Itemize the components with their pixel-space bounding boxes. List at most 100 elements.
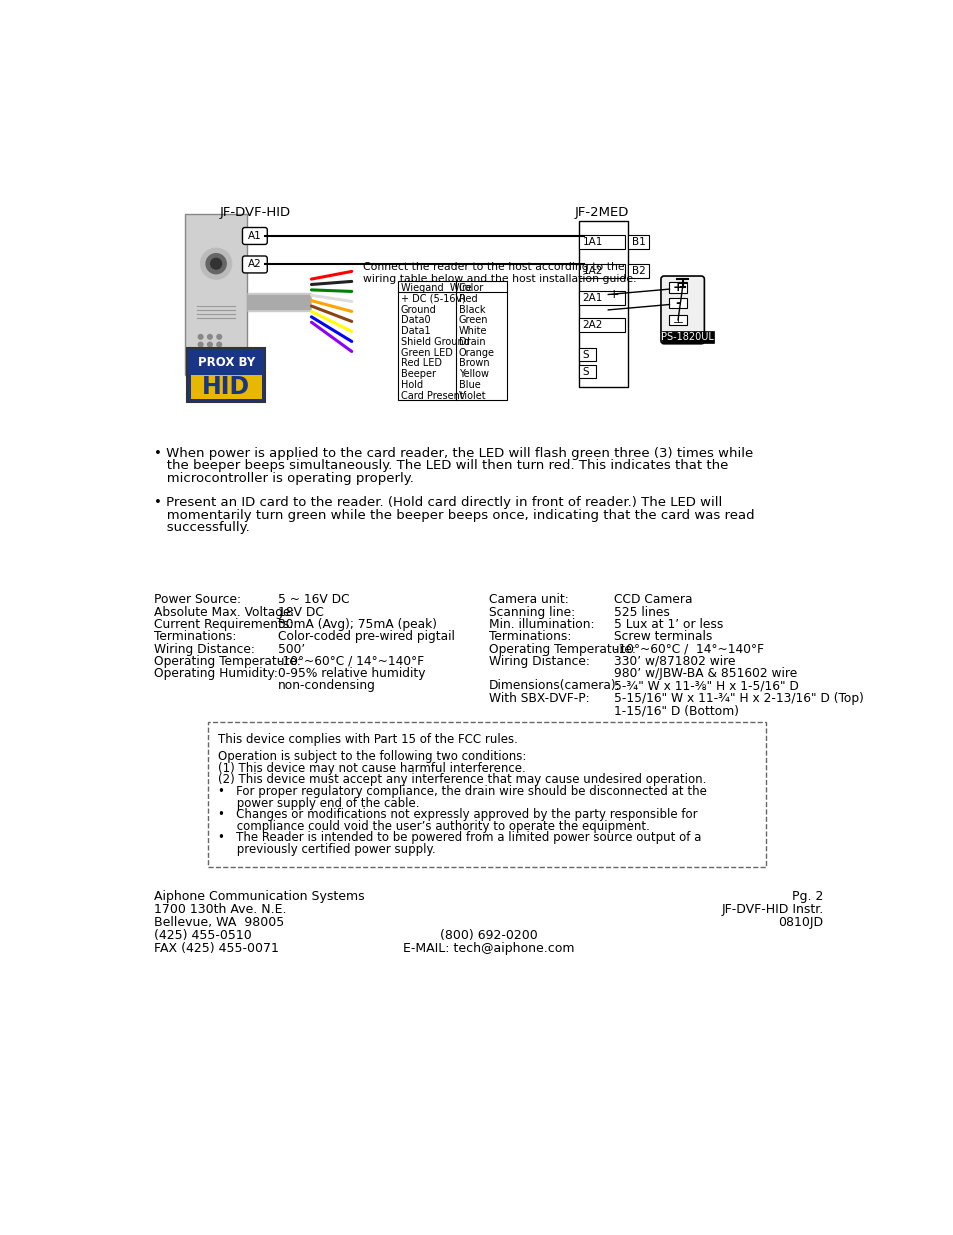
Text: (425) 455-0510: (425) 455-0510 <box>154 929 252 942</box>
Text: Data0: Data0 <box>400 315 430 325</box>
Text: Beeper: Beeper <box>400 369 436 379</box>
Bar <box>661 331 713 343</box>
Text: S: S <box>582 367 589 377</box>
Text: -: - <box>608 304 612 316</box>
Text: (1) This device may not cause harmful interference.: (1) This device may not cause harmful in… <box>217 762 525 774</box>
Text: Min. illumination:: Min. illumination: <box>488 618 594 631</box>
Text: Wiring Distance:: Wiring Distance: <box>154 642 254 656</box>
Text: 5 ~ 16V DC: 5 ~ 16V DC <box>278 593 350 606</box>
Bar <box>578 347 596 362</box>
Text: 5-¾" W x 11-⅜" H x 1-5/16" D: 5-¾" W x 11-⅜" H x 1-5/16" D <box>613 679 798 693</box>
Text: •   For proper regulatory compliance, the drain wire should be disconnected at t: • For proper regulatory compliance, the … <box>217 785 706 798</box>
Text: Ground: Ground <box>400 305 436 315</box>
Text: Shield Ground: Shield Ground <box>400 337 469 347</box>
Circle shape <box>216 335 221 340</box>
Text: A1: A1 <box>248 231 261 241</box>
Text: 1700 130th Ave. N.E.: 1700 130th Ave. N.E. <box>154 903 286 916</box>
Bar <box>669 298 686 309</box>
Text: (2) This device must accept any interference that may cause undesired operation.: (2) This device must accept any interfer… <box>217 773 705 787</box>
Text: With SBX-DVF-P:: With SBX-DVF-P: <box>488 692 589 705</box>
FancyBboxPatch shape <box>242 227 267 245</box>
Bar <box>627 264 649 278</box>
Text: previously certified power supply.: previously certified power supply. <box>217 842 435 856</box>
Text: Brown: Brown <box>458 358 489 368</box>
Text: compliance could void the user’s authority to operate the equipment.: compliance could void the user’s authori… <box>217 820 649 832</box>
Bar <box>191 374 261 399</box>
Text: 525 lines: 525 lines <box>613 605 669 619</box>
Text: Yellow: Yellow <box>458 369 488 379</box>
Text: • When power is applied to the card reader, the LED will flash green three (3) t: • When power is applied to the card read… <box>154 447 753 459</box>
Bar <box>578 364 596 378</box>
Bar <box>578 291 624 305</box>
Circle shape <box>208 358 212 362</box>
FancyBboxPatch shape <box>660 275 703 343</box>
Text: Operating Temperature:: Operating Temperature: <box>488 642 635 656</box>
Text: momentarily turn green while the beeper beeps once, indicating that the card was: momentarily turn green while the beeper … <box>154 509 754 521</box>
Text: -10°~60°C /  14°~140°F: -10°~60°C / 14°~140°F <box>613 642 763 656</box>
Text: PROX BY: PROX BY <box>197 356 254 369</box>
Text: Current Requirements:: Current Requirements: <box>154 618 294 631</box>
Text: Power Source:: Power Source: <box>154 593 241 606</box>
Text: Color-coded pre-wired pigtail: Color-coded pre-wired pigtail <box>278 630 455 643</box>
Text: power supply end of the cable.: power supply end of the cable. <box>217 797 418 809</box>
Text: Card Present: Card Present <box>400 390 463 400</box>
Circle shape <box>211 258 221 269</box>
Text: 5 Lux at 1’ or less: 5 Lux at 1’ or less <box>613 618 722 631</box>
Text: 1A1: 1A1 <box>582 237 602 247</box>
Text: JF-DVF-HID Instr.: JF-DVF-HID Instr. <box>720 903 822 916</box>
Text: 5-15/16" W x 11-¾" H x 2-13/16" D (Top): 5-15/16" W x 11-¾" H x 2-13/16" D (Top) <box>613 692 862 705</box>
Text: -: - <box>675 296 680 310</box>
Circle shape <box>198 350 203 354</box>
Text: Red LED: Red LED <box>400 358 441 368</box>
Circle shape <box>216 342 221 347</box>
Circle shape <box>208 342 212 347</box>
Text: This device complies with Part 15 of the FCC rules.: This device complies with Part 15 of the… <box>217 734 517 746</box>
Text: 18V DC: 18V DC <box>278 605 324 619</box>
Text: -10°~60°C / 14°~140°F: -10°~60°C / 14°~140°F <box>278 655 424 668</box>
Text: 1A2: 1A2 <box>582 266 602 275</box>
Text: + DC (5-16V): + DC (5-16V) <box>400 294 465 304</box>
Text: PS-1820UL: PS-1820UL <box>660 332 713 342</box>
Text: Color: Color <box>458 283 483 293</box>
Bar <box>208 721 765 867</box>
Text: Connect the reader to the host according to the
wiring table below and the host : Connect the reader to the host according… <box>363 262 637 284</box>
Text: Data1: Data1 <box>400 326 430 336</box>
Text: Green: Green <box>458 315 488 325</box>
Text: • Present an ID card to the reader. (Hold card directly in front of reader.) The: • Present an ID card to the reader. (Hol… <box>154 496 721 509</box>
Circle shape <box>208 335 212 340</box>
Text: 0-95% relative humidity: 0-95% relative humidity <box>278 667 425 680</box>
Circle shape <box>198 358 203 362</box>
Text: Wiegand  Wire: Wiegand Wire <box>400 283 471 293</box>
Bar <box>669 282 686 293</box>
Text: A2: A2 <box>248 259 261 269</box>
Bar <box>397 282 506 400</box>
Circle shape <box>198 335 203 340</box>
Circle shape <box>216 358 221 362</box>
Text: Bellevue, WA  98005: Bellevue, WA 98005 <box>154 916 284 929</box>
Text: 500’: 500’ <box>278 642 305 656</box>
Text: JF-2MED: JF-2MED <box>575 206 629 219</box>
Text: Operating Temperature:: Operating Temperature: <box>154 655 301 668</box>
Bar <box>578 264 624 278</box>
Text: CCD Camera: CCD Camera <box>613 593 692 606</box>
Text: B2: B2 <box>631 266 644 275</box>
Text: 1-15/16" D (Bottom): 1-15/16" D (Bottom) <box>613 704 738 718</box>
Circle shape <box>208 350 212 354</box>
Text: successfully.: successfully. <box>154 521 250 534</box>
Text: •   The Reader is intended to be powered from a limited power source output of a: • The Reader is intended to be powered f… <box>217 831 700 845</box>
Circle shape <box>198 342 203 347</box>
Text: 30mA (Avg); 75mA (peak): 30mA (Avg); 75mA (peak) <box>278 618 436 631</box>
Bar <box>669 315 686 325</box>
Text: JF-DVF-HID: JF-DVF-HID <box>220 206 291 219</box>
Text: E-MAIL: tech@aiphone.com: E-MAIL: tech@aiphone.com <box>403 942 574 955</box>
Text: Black: Black <box>458 305 485 315</box>
Text: FAX (425) 455-0071: FAX (425) 455-0071 <box>154 942 278 955</box>
Text: Absolute Max. Voltage:: Absolute Max. Voltage: <box>154 605 294 619</box>
Bar <box>627 235 649 249</box>
Text: non-condensing: non-condensing <box>278 679 375 693</box>
Circle shape <box>216 350 221 354</box>
Text: Drain: Drain <box>458 337 485 347</box>
Text: White: White <box>458 326 487 336</box>
Text: +: + <box>672 282 682 294</box>
Text: 0810JD: 0810JD <box>778 916 822 929</box>
